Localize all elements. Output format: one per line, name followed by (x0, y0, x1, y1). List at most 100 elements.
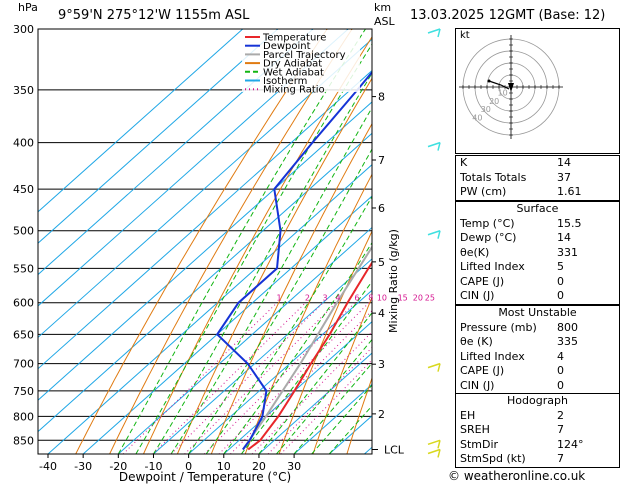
mixing-ratio-label: 20 (413, 294, 423, 303)
surface-row-value: 331 (557, 245, 578, 259)
km-tick-label: 6 (378, 202, 385, 215)
wind-barb (427, 439, 441, 449)
wind-barb-staff (427, 230, 441, 236)
dry-adiabat-line (176, 77, 372, 454)
mu-row-value: 0 (557, 378, 564, 392)
hodograph-ring-label: 40 (472, 114, 482, 123)
mixing-ratio-line (170, 302, 324, 454)
isotherm-line (38, 38, 372, 339)
isotherm-line (38, 29, 244, 213)
wind-barb-staff (427, 448, 441, 455)
dewpoint-line (215, 70, 372, 451)
isotherm-line (82, 195, 372, 454)
mixing-ratio-label: 15 (398, 294, 408, 303)
wet-adiabat-line (135, 43, 372, 454)
isotherm-line (223, 320, 372, 454)
dry-adiabat-line (143, 36, 372, 454)
wet-adiabat-line (117, 29, 366, 454)
hodo-row-label: SREH (460, 423, 490, 436)
wet-adiabat-line (293, 362, 372, 454)
asl-unit-label: ASL (374, 15, 395, 28)
hodograph-point (487, 79, 491, 83)
surface-row-value: 5 (557, 260, 564, 273)
legend-label: Isotherm (263, 76, 307, 87)
most-unstable-title: Most Unstable (498, 306, 577, 319)
location-title: 9°59'N 275°12'W 1155m ASL (58, 8, 250, 23)
x-tick-label: 30 (287, 460, 301, 473)
mu-row-label: CIN (J) (460, 378, 495, 392)
wind-barb (427, 362, 441, 372)
parcel-trajectory-line (242, 245, 372, 451)
x-tick-label: 20 (252, 460, 266, 473)
x-axis-label: Dewpoint / Temperature (°C) (119, 470, 291, 484)
wind-barb-flag (437, 230, 441, 239)
datetime-label: 13.03.2025 12GMT (Base: 12) (410, 8, 606, 23)
surface-row-value: 14 (557, 231, 571, 244)
wind-barb (427, 28, 441, 38)
mixing-ratio-line (152, 302, 306, 454)
mixing-ratio-label: 6 (354, 294, 359, 303)
wet-adiabat-line (240, 280, 372, 454)
km-tick-label: 3 (378, 358, 385, 371)
temperature-line (247, 261, 372, 451)
isotherm-line (38, 29, 349, 307)
dry-adiabat-line (109, 29, 353, 454)
isotherm-line (153, 258, 372, 454)
hodograph-ring-label: 30 (481, 105, 491, 114)
hodo-row-value: 2 (557, 408, 564, 422)
index-label: PW (cm) (460, 185, 507, 198)
legend-label: Dewpoint (263, 41, 311, 52)
isotherm-line (117, 226, 372, 454)
dry-adiabat-line (346, 376, 372, 454)
wind-barb (427, 448, 441, 458)
pressure-tick-label: 450 (13, 183, 34, 196)
mixing-ratio-label: 3 (323, 294, 328, 303)
surface-title: Surface (516, 202, 559, 215)
km-tick-label: 8 (378, 91, 385, 104)
index-value: 14 (557, 156, 571, 169)
legend-label: Wet Adiabat (263, 67, 324, 78)
isotherm-line (38, 69, 372, 370)
mixing-ratio-axis-label: Mixing Ratio (g/kg) (387, 229, 400, 333)
pressure-tick-label: 400 (13, 137, 34, 150)
hodograph-trace (488, 80, 510, 90)
wet-adiabat-line (223, 241, 372, 454)
mu-row-label: CAPE (J) (460, 364, 505, 377)
x-tick-label: -40 (39, 460, 57, 473)
index-value: 1.61 (557, 185, 582, 198)
isotherm-line (188, 289, 372, 454)
pressure-tick-label: 350 (13, 84, 34, 97)
wet-adiabat-line (205, 195, 372, 454)
km-tick-label: 5 (378, 256, 385, 269)
surface-row-label: Dewp (°C) (460, 231, 517, 244)
wet-adiabat-line (170, 106, 372, 454)
hodo-row-value: 124° (557, 437, 584, 451)
mixing-ratio-line (184, 302, 337, 454)
indices-panel: K 14 Totals Totals 37 PW (cm) 1.61 (455, 155, 620, 201)
mu-row-value: 335 (557, 335, 578, 348)
surface-row-label: Lifted Index (460, 260, 525, 273)
wind-barb-staff (427, 141, 441, 148)
mixing-ratio-label: 8 (368, 294, 373, 303)
copyright-footer: © weatheronline.co.uk (448, 469, 586, 483)
mixing-ratio-line (204, 302, 356, 454)
wind-barb-staff (427, 362, 441, 369)
pressure-tick-label: 600 (13, 297, 34, 310)
hpa-unit-label: hPa (18, 1, 38, 14)
hodograph-ring-label: 10 (498, 88, 508, 97)
pressure-tick-label: 750 (13, 385, 34, 398)
surface-row-label: θe(K) (460, 245, 490, 259)
pressure-tick-label: 850 (13, 434, 34, 447)
mu-row-value: 0 (557, 364, 564, 377)
legend-label: Mixing Ratio (263, 85, 325, 96)
wind-barb (427, 230, 441, 239)
most-unstable-panel: Most Unstable Pressure (mb) 800 θe (K) 335… (455, 305, 620, 394)
x-tick-label: 0 (185, 460, 192, 473)
legend-label: Dry Adiabat (263, 59, 322, 70)
pressure-tick-label: 700 (13, 358, 34, 371)
pressure-tick-label: 500 (13, 225, 34, 238)
hodograph-unit-label: kt (460, 30, 470, 41)
legend-label: Parcel Trajectory (263, 50, 346, 61)
km-tick-label: 2 (378, 408, 385, 421)
